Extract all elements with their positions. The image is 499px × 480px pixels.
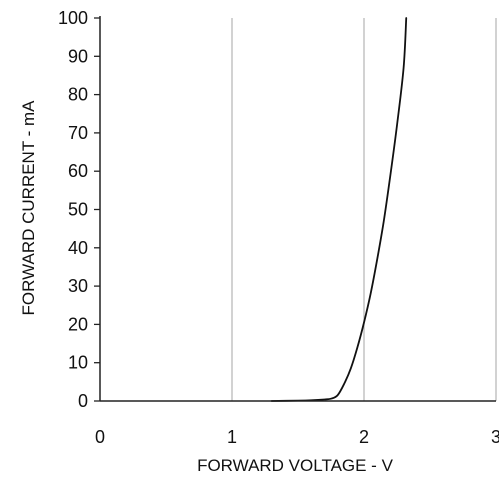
grid-lines [231,18,497,401]
x-axis-title: FORWARD VOLTAGE - V [197,456,393,475]
x-tick-label: 2 [359,427,369,447]
y-tick-label: 0 [78,391,88,411]
y-tick-label: 40 [68,238,88,258]
series-line [270,17,408,402]
y-tick-label: 90 [68,46,88,66]
y-tick-label: 80 [68,85,88,105]
curve-layer [270,17,408,402]
y-tick-label: 20 [68,314,88,334]
x-tick-label: 0 [95,427,105,447]
y-axis-title: FORWARD CURRENT - mA [19,100,38,316]
y-tick-label: 70 [68,123,88,143]
tick-labels: 0 10 20 30 40 50 60 70 80 90 100 0 1 2 3 [58,8,499,447]
y-tick-label: 10 [68,353,88,373]
y-tick-label: 60 [68,161,88,181]
y-tick-label: 100 [58,8,88,28]
x-tick-label: 1 [227,427,237,447]
y-tick-label: 50 [68,200,88,220]
y-tick-label: 30 [68,276,88,296]
axes [94,16,496,402]
x-tick-label: 3 [491,427,499,447]
